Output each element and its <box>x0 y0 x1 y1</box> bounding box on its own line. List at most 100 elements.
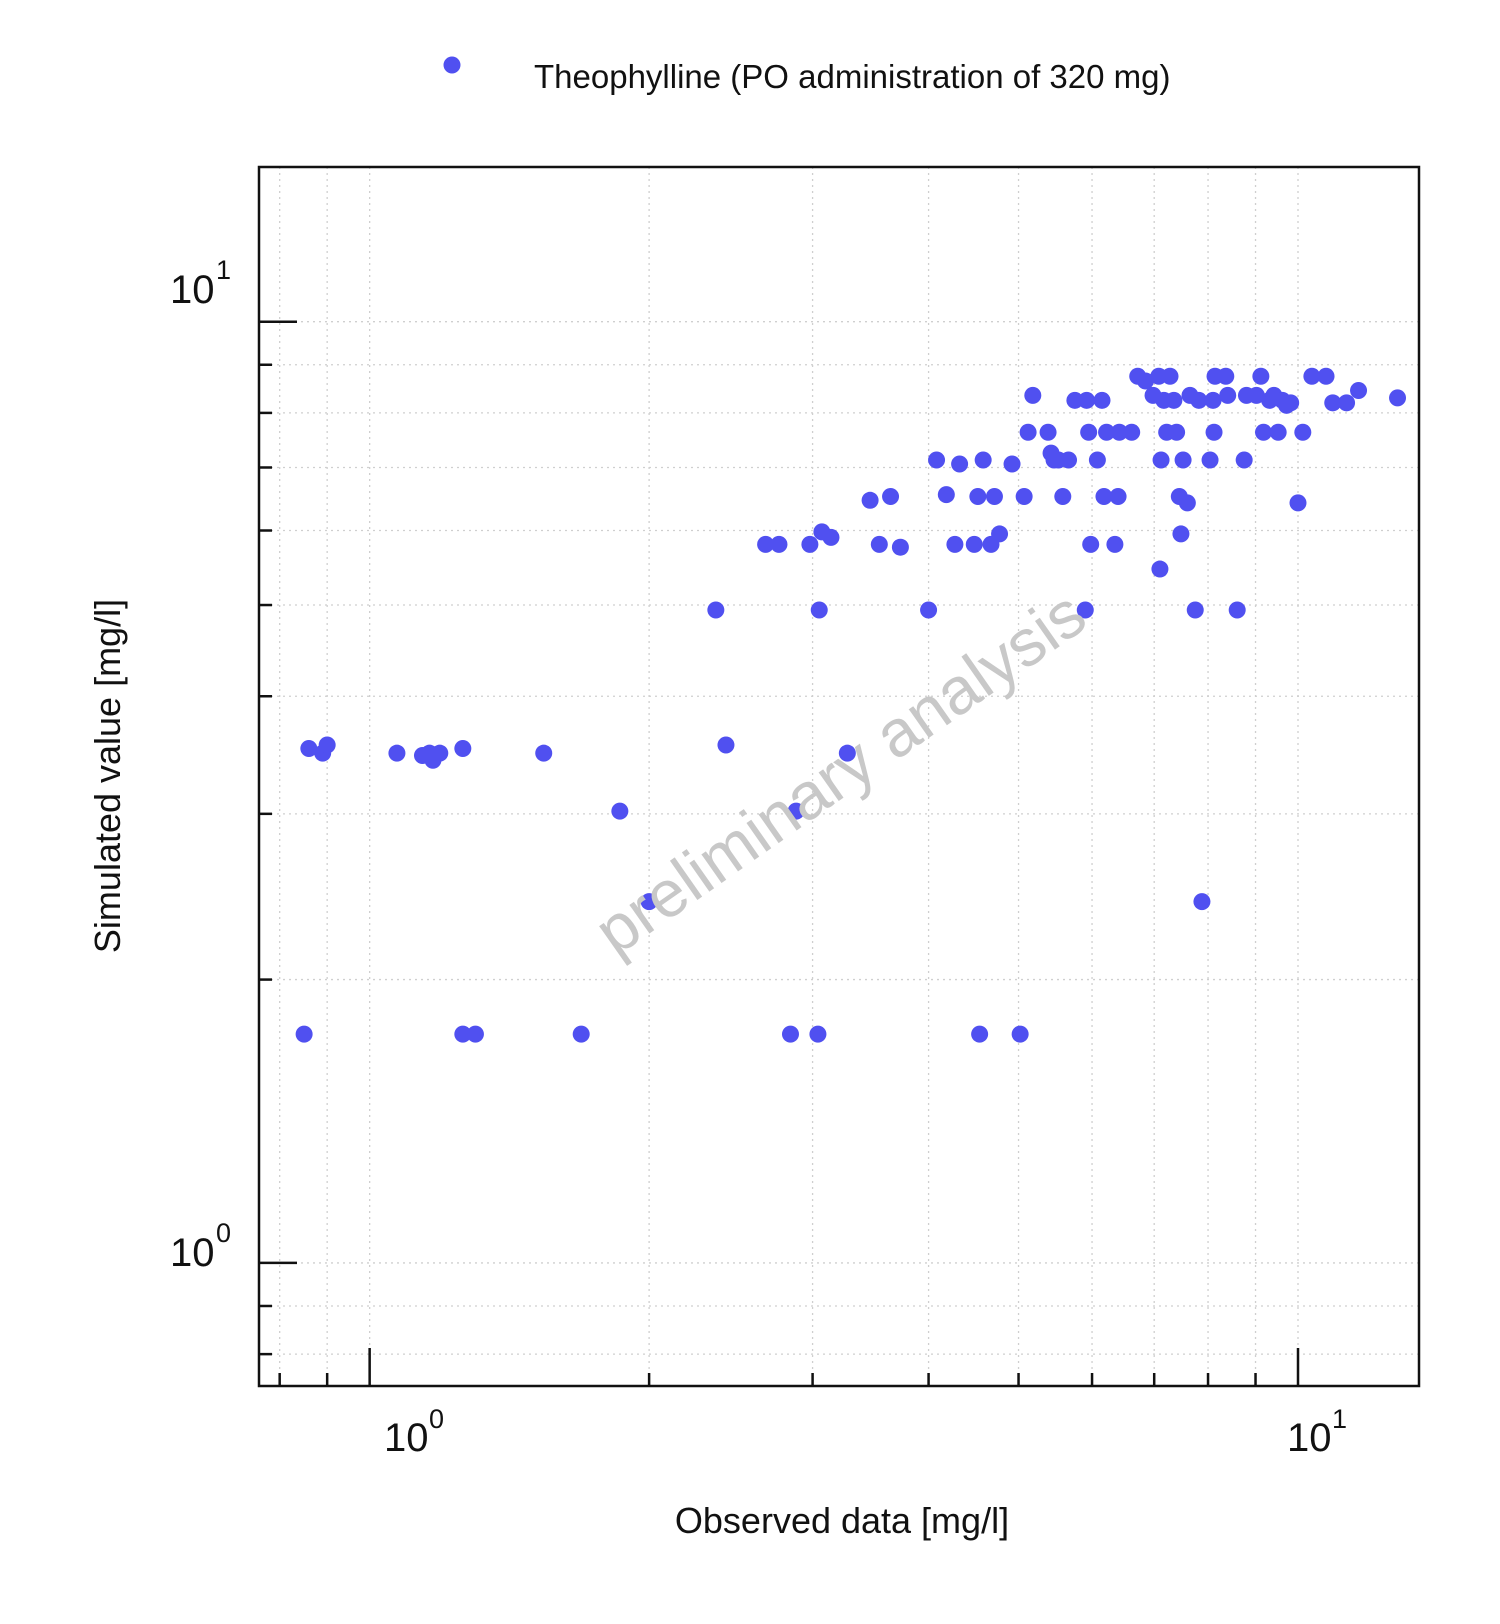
data-point <box>295 1025 313 1043</box>
data-point <box>1178 494 1196 512</box>
data-point <box>1186 601 1204 619</box>
svg-text:0: 0 <box>216 1218 231 1248</box>
data-point <box>1289 494 1307 512</box>
data-point <box>937 486 955 504</box>
data-point <box>1110 423 1128 441</box>
y-axis-title: Simulated value [mg/l] <box>87 599 128 953</box>
data-point <box>1088 451 1106 469</box>
data-point <box>1193 893 1211 911</box>
axes <box>257 165 1421 1388</box>
data-point <box>1019 423 1037 441</box>
data-point <box>1151 560 1169 578</box>
data-point <box>611 802 629 820</box>
data-point <box>870 535 888 553</box>
data-point <box>1294 423 1312 441</box>
data-point <box>535 744 553 762</box>
data-point <box>1054 488 1072 506</box>
data-point <box>951 455 969 473</box>
x-tick-label-1: 10 0 <box>384 1404 444 1460</box>
data-point <box>1078 391 1096 409</box>
data-point <box>1228 601 1246 619</box>
svg-text:10: 10 <box>170 268 215 312</box>
data-point <box>1011 1025 1029 1043</box>
data-point <box>882 488 900 506</box>
tick-marks <box>259 320 1300 1386</box>
data-point <box>946 535 964 553</box>
data-point <box>1076 601 1094 619</box>
data-point <box>891 538 909 556</box>
legend-marker <box>443 56 461 74</box>
svg-text:10: 10 <box>384 1416 429 1460</box>
data-point <box>1080 423 1098 441</box>
svg-text:10: 10 <box>170 1231 215 1275</box>
svg-text:0: 0 <box>429 1404 444 1434</box>
data-point <box>300 739 318 757</box>
data-point <box>1338 394 1356 412</box>
data-point <box>1389 389 1407 407</box>
data-point <box>454 739 472 757</box>
data-point <box>1060 451 1078 469</box>
data-point <box>1204 391 1222 409</box>
data-point <box>1039 423 1057 441</box>
data-point <box>1106 535 1124 553</box>
data-point <box>809 1025 827 1043</box>
data-point <box>991 525 1009 543</box>
data-point <box>1217 367 1235 385</box>
data-point <box>318 736 336 754</box>
y-tick-label-1: 10 0 <box>170 1218 231 1275</box>
data-point <box>707 601 725 619</box>
data-point <box>838 744 856 762</box>
svg-text:1: 1 <box>216 255 231 285</box>
grid-lines <box>259 167 1419 1386</box>
data-point <box>1109 488 1127 506</box>
data-point <box>466 1025 484 1043</box>
data-point <box>1252 367 1270 385</box>
data-point <box>1015 488 1033 506</box>
data-point <box>920 601 938 619</box>
svg-text:10: 10 <box>1287 1416 1332 1460</box>
data-point <box>1123 423 1141 441</box>
data-point <box>1161 367 1179 385</box>
data-point <box>971 1025 989 1043</box>
data-point <box>1165 391 1183 409</box>
data-point <box>969 488 987 506</box>
data-point <box>1082 535 1100 553</box>
x-axis-title: Observed data [mg/l] <box>675 1500 1009 1541</box>
data-point <box>1247 386 1265 404</box>
data-point <box>1152 451 1170 469</box>
watermark-text: preliminary analysis <box>581 576 1098 969</box>
data-point <box>717 736 735 754</box>
svg-text:1: 1 <box>1332 1404 1347 1434</box>
data-point <box>1282 394 1300 412</box>
data-point <box>928 451 946 469</box>
data-point <box>787 802 805 820</box>
plot-frame <box>257 165 1421 1388</box>
data-point <box>1093 391 1111 409</box>
data-point <box>1324 394 1342 412</box>
data-point <box>810 601 828 619</box>
data-point <box>1235 451 1253 469</box>
legend: Theophylline (PO administration of 320 m… <box>443 56 1170 95</box>
data-point <box>1190 391 1208 409</box>
data-point <box>1095 488 1113 506</box>
data-point <box>1303 367 1321 385</box>
data-point <box>1201 451 1219 469</box>
data-point <box>781 1025 799 1043</box>
data-point <box>1174 451 1192 469</box>
data-point <box>1003 455 1021 473</box>
data-point <box>757 535 775 553</box>
data-point <box>1136 372 1154 390</box>
data-point <box>640 893 658 911</box>
data-point <box>1098 423 1116 441</box>
data-point <box>801 535 819 553</box>
data-point <box>822 528 840 546</box>
data-points <box>295 367 1407 1043</box>
data-point <box>388 744 406 762</box>
data-point <box>1168 423 1186 441</box>
data-point <box>1350 382 1368 400</box>
data-point <box>1317 367 1335 385</box>
data-point <box>1024 386 1042 404</box>
legend-label: Theophylline (PO administration of 320 m… <box>534 58 1170 95</box>
data-point <box>1219 386 1237 404</box>
